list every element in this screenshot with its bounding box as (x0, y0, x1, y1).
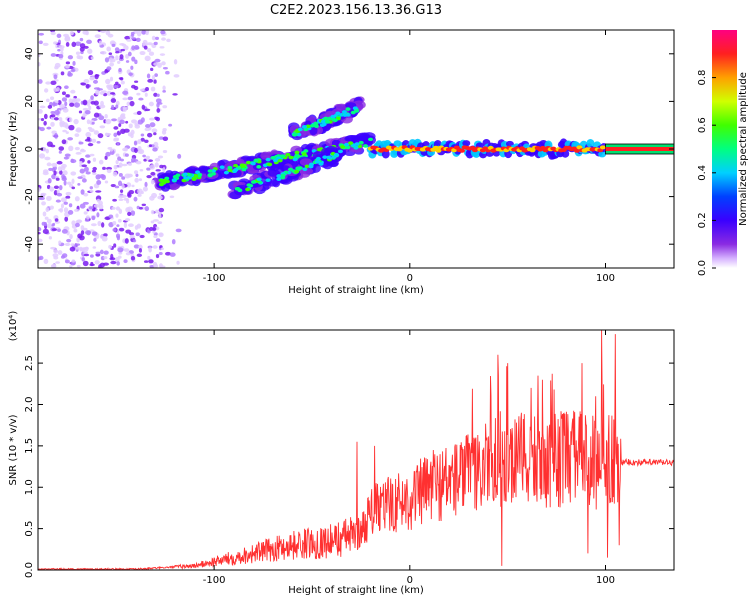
colorbar-tick-label: 0.2 (697, 212, 708, 228)
heatmap-feature-tail (605, 143, 674, 155)
snr-scale-label: (x10⁴) (8, 311, 19, 342)
colorbar-tick-label: 0.8 (697, 70, 708, 86)
snr-y-tick-label: 2.5 (24, 355, 35, 371)
heatmap-y-axis-label: Frequency (Hz) (8, 111, 19, 187)
colorbar-tick-label: 0.0 (697, 260, 708, 276)
snr-plot-area (38, 330, 674, 570)
snr-y-tick-label: 0.5 (24, 521, 35, 537)
colorbar-tick-label: 0.4 (697, 165, 708, 181)
chart-title: C2E2.2023.156.13.36.G13 (270, 3, 442, 18)
heatmap-feature-lower-branch (227, 145, 346, 200)
heatmap-y-tick-label: -40 (24, 236, 35, 252)
heatmap-y-tick-label: 0 (24, 146, 35, 152)
heatmap-feature-noise (38, 30, 182, 268)
snr-y-tick-label: 2.0 (24, 397, 35, 413)
heatmap-feature-carrier (366, 138, 608, 160)
colorbar-label: Normalized spectral amplitude (738, 72, 749, 226)
snr-x-axis-label: Height of straight line (km) (288, 585, 424, 596)
heatmap-y-tick-label: 20 (24, 95, 35, 108)
snr-y-tick-label: 0.0 (24, 562, 35, 578)
heatmap-feature-upper-branch (287, 96, 366, 141)
snr-x-tick-label: 100 (596, 575, 615, 586)
snr-frame (37, 329, 675, 571)
snr-x-tick-label: 0 (407, 575, 413, 586)
colorbar-tick-label: 0.6 (697, 117, 708, 133)
colorbar (712, 30, 737, 268)
heatmap-x-tick-label: -100 (203, 273, 226, 284)
heatmap-x-tick-label: 100 (596, 273, 615, 284)
snr-y-tick-label: 1.5 (24, 438, 35, 454)
snr-y-axis-label: SNR (10 * v/v) (8, 414, 19, 485)
heatmap-y-tick-label: 40 (24, 47, 35, 60)
heatmap-x-tick-label: 0 (407, 273, 413, 284)
snr-x-tick-label: -100 (203, 575, 226, 586)
heatmap-x-axis-label: Height of straight line (km) (288, 285, 424, 296)
snr-series-line (38, 330, 674, 570)
snr-y-tick-label: 1.0 (24, 479, 35, 495)
heatmap-plot-area (38, 30, 674, 268)
heatmap-y-tick-label: -20 (24, 188, 35, 204)
